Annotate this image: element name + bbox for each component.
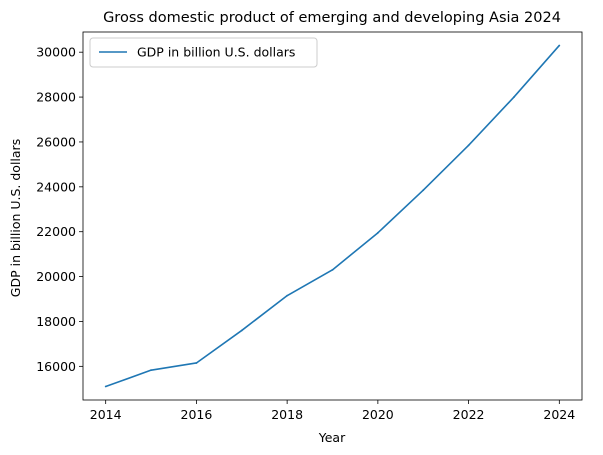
legend: GDP in billion U.S. dollars: [89, 37, 318, 68]
x-tick-label: 2016: [181, 407, 213, 422]
x-tick-label: 2014: [90, 407, 122, 422]
y-tick-label: 18000: [36, 314, 76, 329]
x-tick-label: 2018: [271, 407, 303, 422]
data-point: [376, 231, 379, 234]
x-tick-label: 2022: [453, 407, 485, 422]
data-point: [331, 268, 334, 271]
data-point: [104, 385, 107, 388]
y-tick-label: 20000: [36, 269, 76, 284]
y-tick-label: 28000: [36, 90, 76, 105]
data-point: [513, 96, 515, 98]
x-tick-label: 2024: [543, 407, 575, 422]
y-tick-label: 22000: [36, 224, 76, 239]
data-point: [286, 294, 289, 297]
y-tick-label: 30000: [36, 45, 76, 60]
data-point: [240, 329, 243, 332]
legend-label: GDP in billion U.S. dollars: [137, 45, 295, 60]
y-tick-label: 26000: [36, 134, 76, 149]
plot-area: [82, 31, 583, 401]
data-point: [195, 362, 198, 364]
data-point: [422, 189, 425, 192]
chart-title: Gross domestic product of emerging and d…: [103, 10, 561, 26]
data-point: [467, 144, 470, 147]
series-line: [105, 44, 560, 388]
y-axis-label: GDP in billion U.S. dollars: [8, 139, 23, 297]
x-tick-label: 2020: [362, 407, 394, 422]
legend-box: [89, 37, 318, 68]
y-tick-label: 24000: [36, 179, 76, 194]
plot-frame: [82, 31, 583, 401]
y-tick-label: 16000: [36, 359, 76, 374]
data-point: [558, 44, 561, 47]
x-axis: 2014 2016 2018 2020 2022 2024: [90, 400, 575, 422]
x-axis-label: Year: [318, 430, 346, 445]
data-point: [150, 369, 152, 372]
y-axis: 16000 18000 20000 22000 24000 26000 28000 30000: [36, 45, 83, 374]
